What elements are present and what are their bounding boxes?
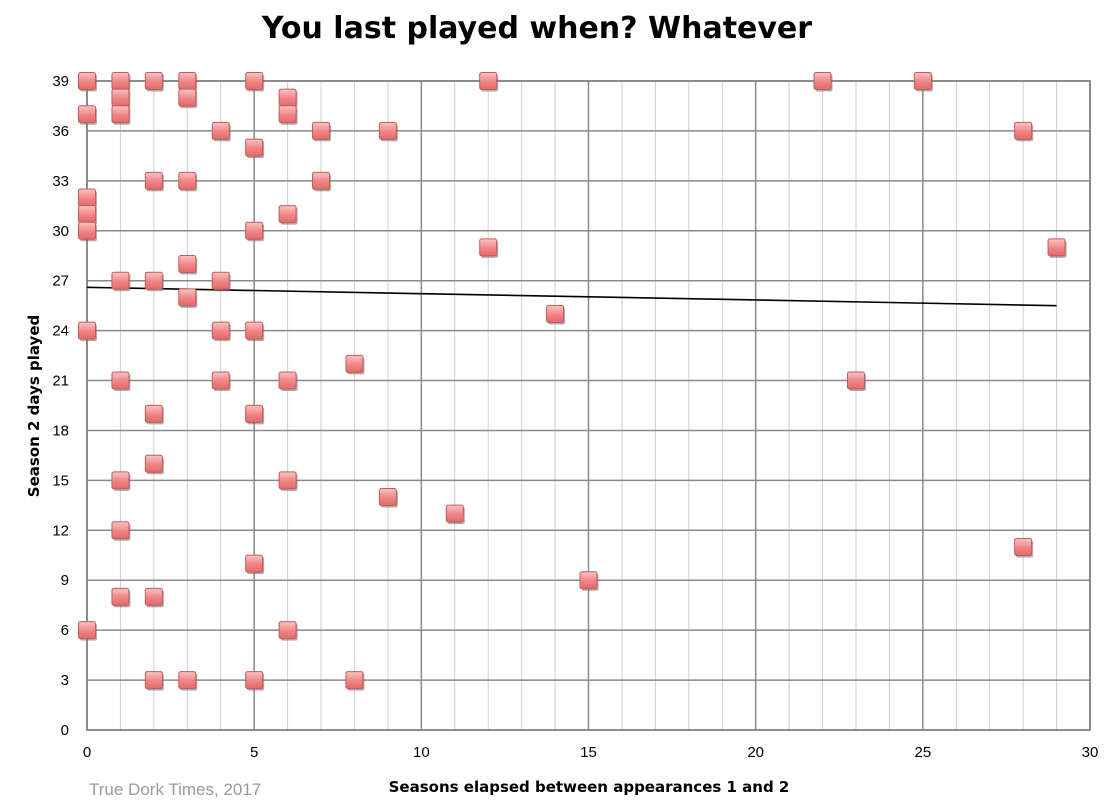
y-axis-label: Season 2 days played <box>25 315 43 497</box>
data-point <box>144 404 164 425</box>
data-point <box>245 138 265 159</box>
data-point <box>111 371 131 392</box>
data-point <box>813 72 833 92</box>
data-point <box>245 321 265 342</box>
data-point <box>245 671 265 691</box>
data-point <box>78 72 97 92</box>
data-points <box>78 72 1067 691</box>
data-point <box>111 521 131 541</box>
x-axis-label: Seasons elapsed between appearances 1 an… <box>389 778 790 796</box>
data-point <box>846 371 866 392</box>
data-point <box>178 288 198 308</box>
data-point <box>579 571 599 591</box>
data-point <box>78 105 97 125</box>
data-point <box>278 371 298 392</box>
x-tick-label: 10 <box>413 744 430 761</box>
data-point <box>111 105 131 125</box>
data-point <box>479 72 499 92</box>
data-point <box>144 171 164 192</box>
data-point <box>144 72 164 92</box>
y-tick-label: 21 <box>52 373 69 390</box>
data-point <box>245 404 265 425</box>
data-point <box>144 671 164 691</box>
y-tick-label: 6 <box>61 622 69 639</box>
data-point <box>345 671 365 691</box>
x-tick-label: 30 <box>1082 744 1099 761</box>
trend-line <box>86 286 1057 307</box>
y-tick-label: 18 <box>52 422 69 439</box>
data-point <box>78 321 97 342</box>
data-point <box>245 554 265 575</box>
y-tick-label: 30 <box>52 223 69 240</box>
y-tick-label: 27 <box>52 273 69 290</box>
data-point <box>111 471 131 491</box>
x-tick-label: 25 <box>914 744 931 761</box>
data-point <box>245 221 265 242</box>
data-point <box>111 72 131 92</box>
y-tick-label: 9 <box>61 572 69 589</box>
data-point <box>178 72 198 92</box>
data-point <box>312 171 332 192</box>
data-point <box>211 271 231 292</box>
data-point <box>144 271 164 292</box>
data-point <box>245 72 265 92</box>
data-point <box>211 321 231 342</box>
x-tick-label: 20 <box>747 744 764 761</box>
data-point <box>345 354 365 375</box>
x-tick-label: 0 <box>83 744 91 761</box>
data-point <box>312 121 332 142</box>
data-point <box>278 105 298 125</box>
data-point <box>1014 121 1034 142</box>
y-tick-label: 33 <box>52 173 69 190</box>
data-point <box>111 271 131 292</box>
y-tick-label: 15 <box>52 472 69 489</box>
data-point <box>78 621 97 641</box>
x-tick-label: 5 <box>250 744 258 761</box>
data-point <box>479 238 499 258</box>
data-point <box>78 188 97 208</box>
data-point <box>211 371 231 392</box>
data-point <box>278 205 298 225</box>
y-tick-label: 3 <box>61 672 69 689</box>
data-point <box>178 171 198 192</box>
data-point <box>546 304 566 325</box>
data-point <box>211 121 231 142</box>
data-point <box>144 587 164 608</box>
y-tick-label: 36 <box>52 123 69 140</box>
data-point <box>78 205 97 225</box>
data-point <box>913 72 933 92</box>
data-point <box>278 621 298 641</box>
data-point <box>378 121 398 142</box>
data-point <box>78 221 97 242</box>
plot-frame <box>86 80 1091 731</box>
data-point <box>1047 238 1067 258</box>
data-point <box>178 255 198 275</box>
y-tick-label: 0 <box>61 722 69 739</box>
grid <box>86 80 1091 731</box>
data-point <box>178 671 198 691</box>
data-point <box>178 88 198 109</box>
y-tick-label: 24 <box>52 323 69 340</box>
data-point <box>144 454 164 475</box>
data-point <box>111 587 131 608</box>
chart-title: You last played when? Whatever <box>261 11 812 46</box>
data-point <box>378 488 398 508</box>
y-tick-label: 12 <box>52 522 69 539</box>
y-tick-label: 39 <box>52 73 69 90</box>
data-point <box>445 504 465 525</box>
x-tick-label: 15 <box>580 744 597 761</box>
data-point <box>278 471 298 491</box>
credit-text: True Dork Times, 2017 <box>89 780 261 799</box>
data-point <box>278 88 298 109</box>
data-point <box>1014 537 1034 558</box>
